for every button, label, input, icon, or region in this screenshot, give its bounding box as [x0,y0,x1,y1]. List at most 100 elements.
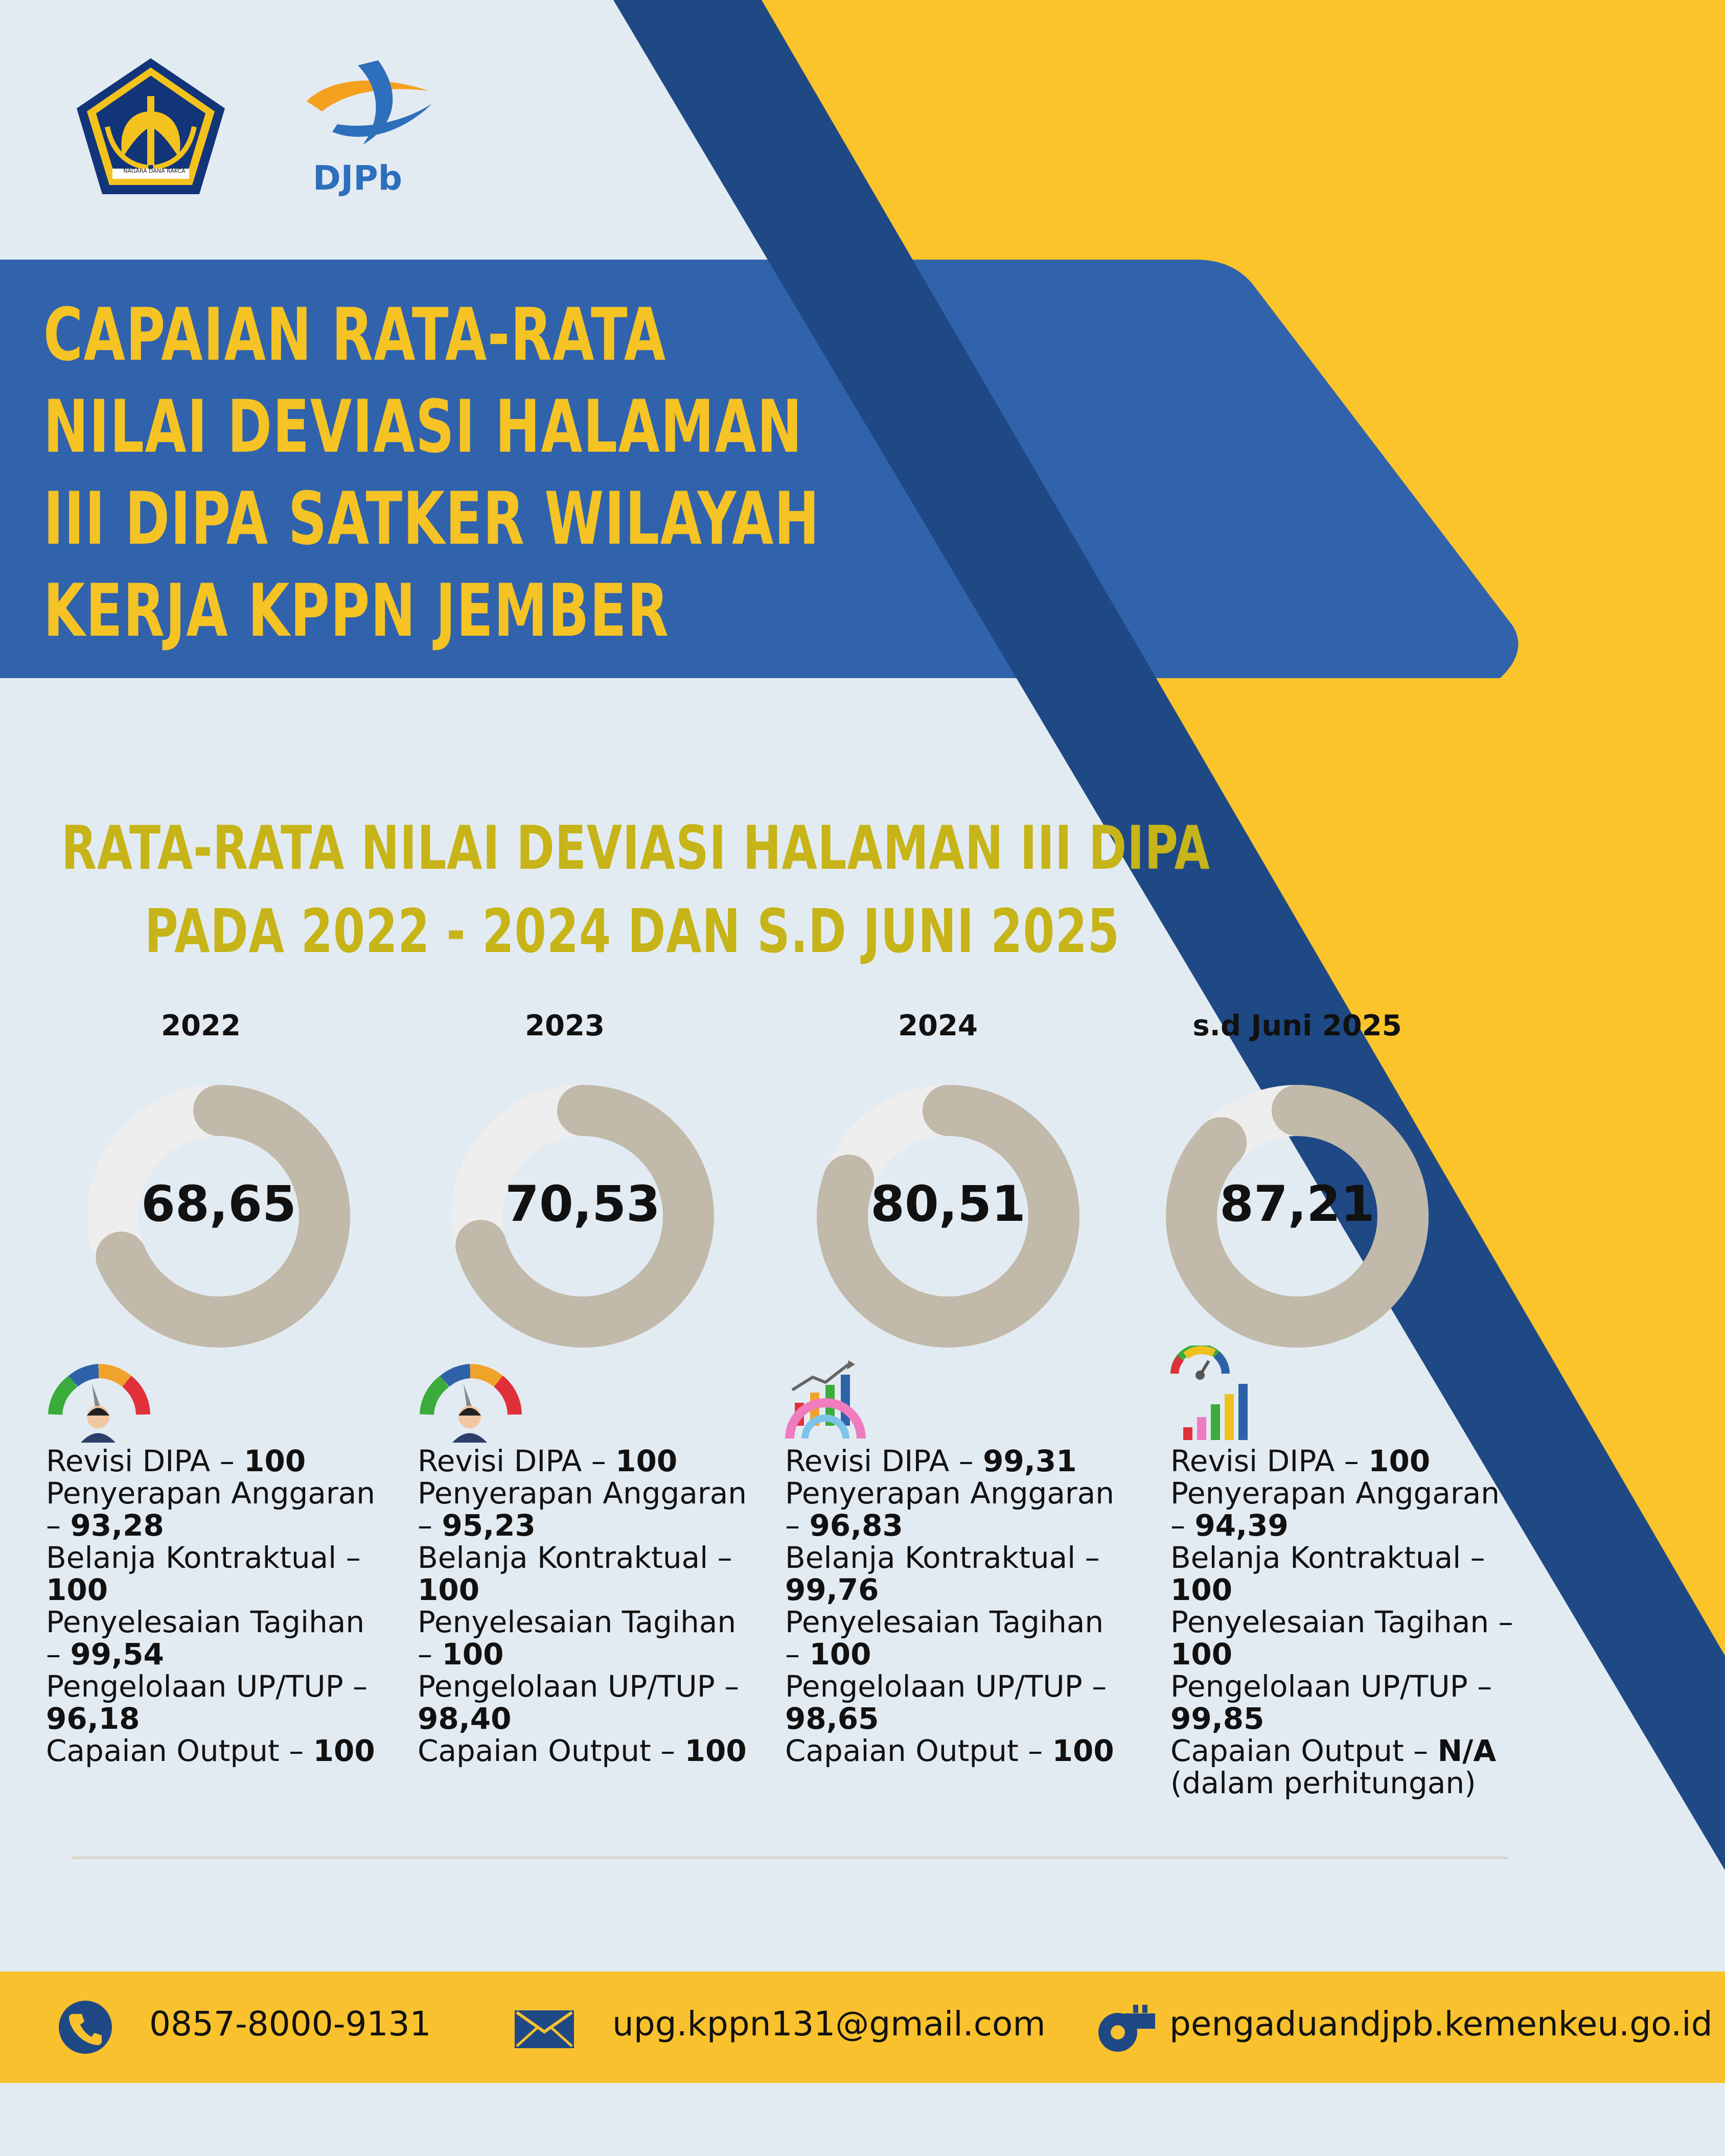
detail-value: 100 [615,1444,678,1478]
donut-chart-2023 [451,1085,714,1348]
detail-item: Penyerapan Anggaran – 95,23 [418,1477,755,1542]
detail-value: 99,54 [70,1637,164,1672]
detail-label: Revisi DIPA – [418,1444,616,1478]
detail-value: N/A [1437,1733,1497,1768]
detail-label: Belanja Kontraktual – [1170,1540,1485,1575]
detail-value: 100 [442,1637,504,1672]
detail-label: Capaian Output – [418,1733,685,1768]
donut-chart-2022 [87,1085,350,1348]
detail-item: Pengelolaan UP/TUP – 98,40 [418,1671,755,1735]
detail-value: 100 [1170,1637,1233,1672]
detail-value: 93,28 [70,1508,164,1543]
detail-value: 100 [1052,1733,1114,1768]
donut-arc-2022 [87,1085,350,1348]
detail-label: Penyerapan Anggaran – [1170,1476,1500,1543]
title-band [0,260,1519,678]
year-label-juni-2025: s.d Juni 2025 [1192,1009,1402,1042]
detail-label: Capaian Output – [785,1733,1052,1768]
detail-item: Belanja Kontraktual – 100 [418,1542,755,1606]
detail-item: Revisi DIPA – 100 [46,1445,383,1477]
detail-value: 99,85 [1170,1701,1264,1736]
detail-item: Pengelolaan UP/TUP – 98,65 [785,1671,1122,1735]
donut-arc-2023 [451,1085,714,1348]
details-2022: Revisi DIPA – 100 Penyerapan Anggaran – … [46,1445,383,1767]
detail-value: 100 [684,1733,747,1768]
contact-footer [0,1972,1725,2083]
detail-item: Capaian Output – 100 [418,1735,755,1767]
detail-label: Penyelesaian Tagihan – [1170,1605,1513,1639]
section-divider [72,1857,1508,1859]
detail-value: 95,23 [442,1508,536,1543]
detail-item: Revisi DIPA – 100 [418,1445,755,1477]
detail-value: 96,83 [809,1508,903,1543]
detail-label: Penyelesaian Tagihan – [46,1605,365,1672]
donut-arc-juni-2025 [1166,1085,1429,1348]
detail-label: Pengelolaan UP/TUP – [1170,1669,1492,1704]
detail-item: Penyelesaian Tagihan – 100 [785,1606,1122,1671]
page-title-line-3: III DIPA SATKER WILAYAH [43,477,820,561]
detail-item: Revisi DIPA – 99,31 [785,1445,1122,1477]
detail-item: Penyerapan Anggaran – 94,39 [1170,1477,1518,1542]
page-title-line-2: NILAI DEVIASI HALAMAN [43,385,803,469]
detail-item: Penyelesaian Tagihan – 99,54 [46,1606,383,1671]
detail-item: Pengelolaan UP/TUP – 99,85 [1170,1671,1518,1735]
detail-value: 100 [1368,1444,1431,1478]
detail-item: Pengelolaan UP/TUP – 96,18 [46,1671,383,1735]
speedometer-person-icon [48,1363,150,1443]
detail-label: Penyerapan Anggaran – [785,1476,1115,1543]
year-label-2024: 2024 [898,1009,978,1042]
contact-website[interactable]: pengaduandjpb.kemenkeu.go.id [1169,2004,1713,2044]
detail-label: Pengelolaan UP/TUP – [785,1669,1107,1704]
detail-label: Penyelesaian Tagihan – [785,1605,1104,1672]
detail-item: Penyerapan Anggaran – 93,28 [46,1477,383,1542]
detail-label: Belanja Kontraktual – [418,1540,732,1575]
details-2023: Revisi DIPA – 100 Penyerapan Anggaran – … [418,1445,755,1767]
djpb-logo-icon [307,60,432,145]
detail-label: Capaian Output – [1170,1733,1438,1768]
donut-value-2023: 70,53 [505,1175,660,1233]
detail-value: 99,31 [983,1444,1077,1478]
detail-item: Capaian Output – 100 [785,1735,1122,1767]
detail-value: 100 [809,1637,871,1672]
detail-value: 94,39 [1194,1508,1289,1543]
growth-chart-gauge-icon [785,1360,866,1439]
donut-value-2022: 68,65 [141,1175,296,1233]
section-subtitle-line-2: PADA 2022 - 2024 DAN S.D JUNI 2025 [145,896,1120,966]
detail-label: Revisi DIPA – [785,1444,983,1478]
details-2024: Revisi DIPA – 99,31 Penyerapan Anggaran … [785,1445,1122,1767]
detail-value: 100 [418,1572,480,1607]
detail-item: Penyerapan Anggaran – 96,83 [785,1477,1122,1542]
detail-item: Belanja Kontraktual – 99,76 [785,1542,1122,1606]
detail-label: Revisi DIPA – [1170,1444,1369,1478]
donut-value-juni-2025: 87,21 [1220,1175,1375,1233]
detail-value: 100 [244,1444,306,1478]
page-title-line-4: KERJA KPPN JEMBER [43,569,670,653]
seal-motto-text: NAGARA DANA RAKCA [123,168,186,174]
detail-item: Capaian Output – 100 [46,1735,383,1767]
detail-item: Penyelesaian Tagihan – 100 [418,1606,755,1671]
detail-item: Belanja Kontraktual – 100 [1170,1542,1518,1606]
detail-item: Capaian Output – N/A [1170,1735,1518,1767]
section-subtitle-line-1: RATA-RATA NILAI DEVIASI HALAMAN III DIPA [61,813,1210,883]
detail-label: Belanja Kontraktual – [46,1540,361,1575]
detail-item: Penyelesaian Tagihan – 100 [1170,1606,1518,1671]
detail-label: Penyerapan Anggaran – [46,1476,376,1543]
donut-arc-2024 [817,1085,1079,1348]
detail-value: 98,65 [785,1701,879,1736]
page-title-line-1: CAPAIAN RATA-RATA [43,293,666,377]
contact-phone[interactable]: 0857-8000-9131 [149,2004,431,2044]
donut-chart-juni-2025 [1166,1085,1429,1348]
kemenkeu-logo-icon [77,58,225,194]
djpb-wordmark: DJPb [313,158,402,198]
detail-label: Revisi DIPA – [46,1444,244,1478]
contact-email[interactable]: upg.kppn131@gmail.com [612,2004,1046,2044]
detail-note: (dalam perhitungan) [1170,1766,1476,1800]
diagonal-stripe [613,0,1725,1870]
donut-chart-2024 [817,1085,1079,1348]
detail-label: Capaian Output – [46,1733,313,1768]
phone-icon [59,2001,112,2054]
detail-label: Penyelesaian Tagihan – [418,1605,737,1672]
gauge-bar-chart-icon [1170,1346,1248,1440]
